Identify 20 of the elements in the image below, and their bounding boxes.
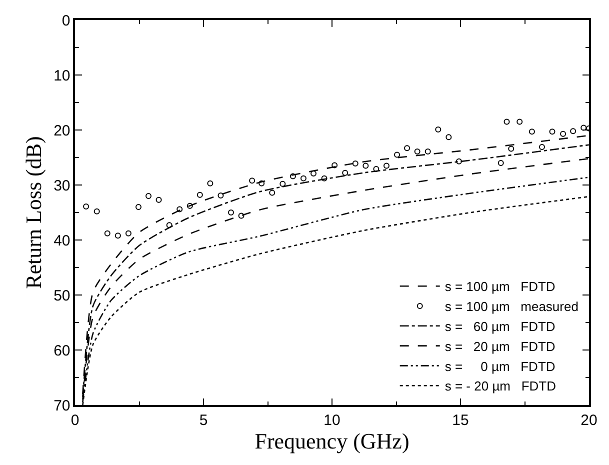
y-tick-label: 40 — [54, 232, 70, 250]
legend-label: s = 100 µm FDTD — [444, 279, 556, 294]
y-tick-label: 60 — [54, 342, 70, 360]
x-axis-title: Frequency (GHz) — [254, 428, 410, 454]
x-tick-label: 15 — [452, 412, 469, 429]
legend-label: s = - 20 µm FDTD — [444, 378, 556, 394]
y-tick-label: 30 — [54, 177, 70, 194]
y-tick-label: 0 — [62, 12, 70, 30]
x-tick-label: 20 — [580, 412, 598, 429]
legend-label: s = 0 µm FDTD — [444, 358, 556, 374]
x-tick-label: 5 — [199, 412, 208, 429]
legend-label: s = 100 µm measured — [444, 299, 578, 314]
y-tick-label: 70 — [54, 397, 70, 414]
y-axis-title: Return Loss (dB) — [20, 136, 46, 289]
y-tick-label: 20 — [54, 122, 70, 140]
y-tick-label: 50 — [54, 287, 70, 304]
y-tick-label: 10 — [54, 67, 70, 84]
legend-label: s = 60 µm FDTD — [444, 318, 556, 334]
legend-label: s = 20 µm FDTD — [444, 338, 556, 354]
x-tick-label: 10 — [324, 412, 340, 429]
